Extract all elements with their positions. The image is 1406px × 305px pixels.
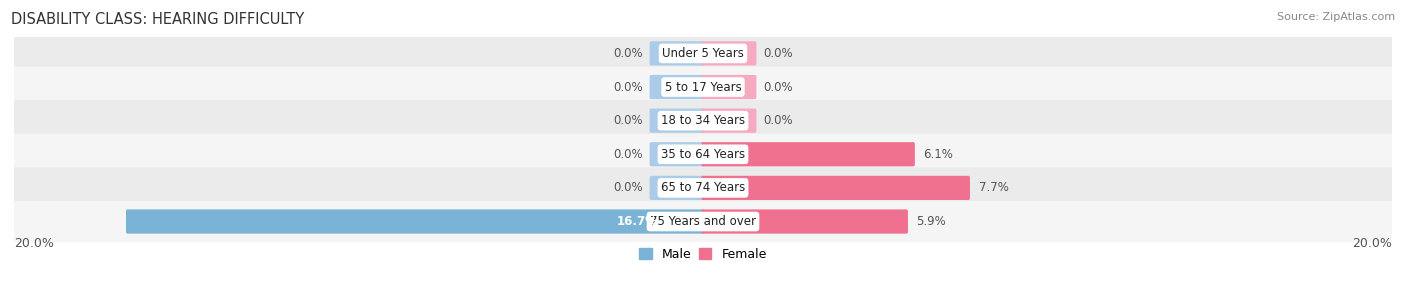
Text: 0.0%: 0.0% (613, 114, 643, 127)
Text: 5.9%: 5.9% (917, 215, 946, 228)
FancyBboxPatch shape (8, 167, 1398, 208)
FancyBboxPatch shape (127, 210, 704, 234)
Text: 18 to 34 Years: 18 to 34 Years (661, 114, 745, 127)
FancyBboxPatch shape (650, 176, 704, 200)
FancyBboxPatch shape (8, 134, 1398, 175)
Text: 0.0%: 0.0% (763, 47, 793, 60)
Text: 0.0%: 0.0% (613, 81, 643, 94)
Text: 0.0%: 0.0% (763, 114, 793, 127)
FancyBboxPatch shape (650, 75, 704, 99)
FancyBboxPatch shape (702, 75, 756, 99)
FancyBboxPatch shape (8, 100, 1398, 141)
FancyBboxPatch shape (8, 66, 1398, 108)
FancyBboxPatch shape (650, 142, 704, 167)
Text: 75 Years and over: 75 Years and over (650, 215, 756, 228)
FancyBboxPatch shape (8, 201, 1398, 242)
Text: 20.0%: 20.0% (14, 237, 53, 250)
FancyBboxPatch shape (650, 41, 704, 66)
FancyBboxPatch shape (702, 109, 756, 133)
Text: 20.0%: 20.0% (1353, 237, 1392, 250)
Text: 6.1%: 6.1% (924, 148, 953, 161)
Text: 7.7%: 7.7% (979, 181, 1008, 194)
Text: Under 5 Years: Under 5 Years (662, 47, 744, 60)
FancyBboxPatch shape (8, 33, 1398, 74)
Text: DISABILITY CLASS: HEARING DIFFICULTY: DISABILITY CLASS: HEARING DIFFICULTY (11, 12, 305, 27)
Text: 5 to 17 Years: 5 to 17 Years (665, 81, 741, 94)
FancyBboxPatch shape (702, 210, 908, 234)
Legend: Male, Female: Male, Female (640, 248, 766, 261)
FancyBboxPatch shape (702, 142, 915, 167)
Text: 0.0%: 0.0% (763, 81, 793, 94)
Text: 0.0%: 0.0% (613, 181, 643, 194)
Text: 16.7%: 16.7% (617, 215, 658, 228)
Text: 0.0%: 0.0% (613, 148, 643, 161)
Text: 0.0%: 0.0% (613, 47, 643, 60)
Text: 65 to 74 Years: 65 to 74 Years (661, 181, 745, 194)
FancyBboxPatch shape (650, 109, 704, 133)
FancyBboxPatch shape (702, 176, 970, 200)
Text: 35 to 64 Years: 35 to 64 Years (661, 148, 745, 161)
FancyBboxPatch shape (702, 41, 756, 66)
Text: Source: ZipAtlas.com: Source: ZipAtlas.com (1277, 12, 1395, 22)
